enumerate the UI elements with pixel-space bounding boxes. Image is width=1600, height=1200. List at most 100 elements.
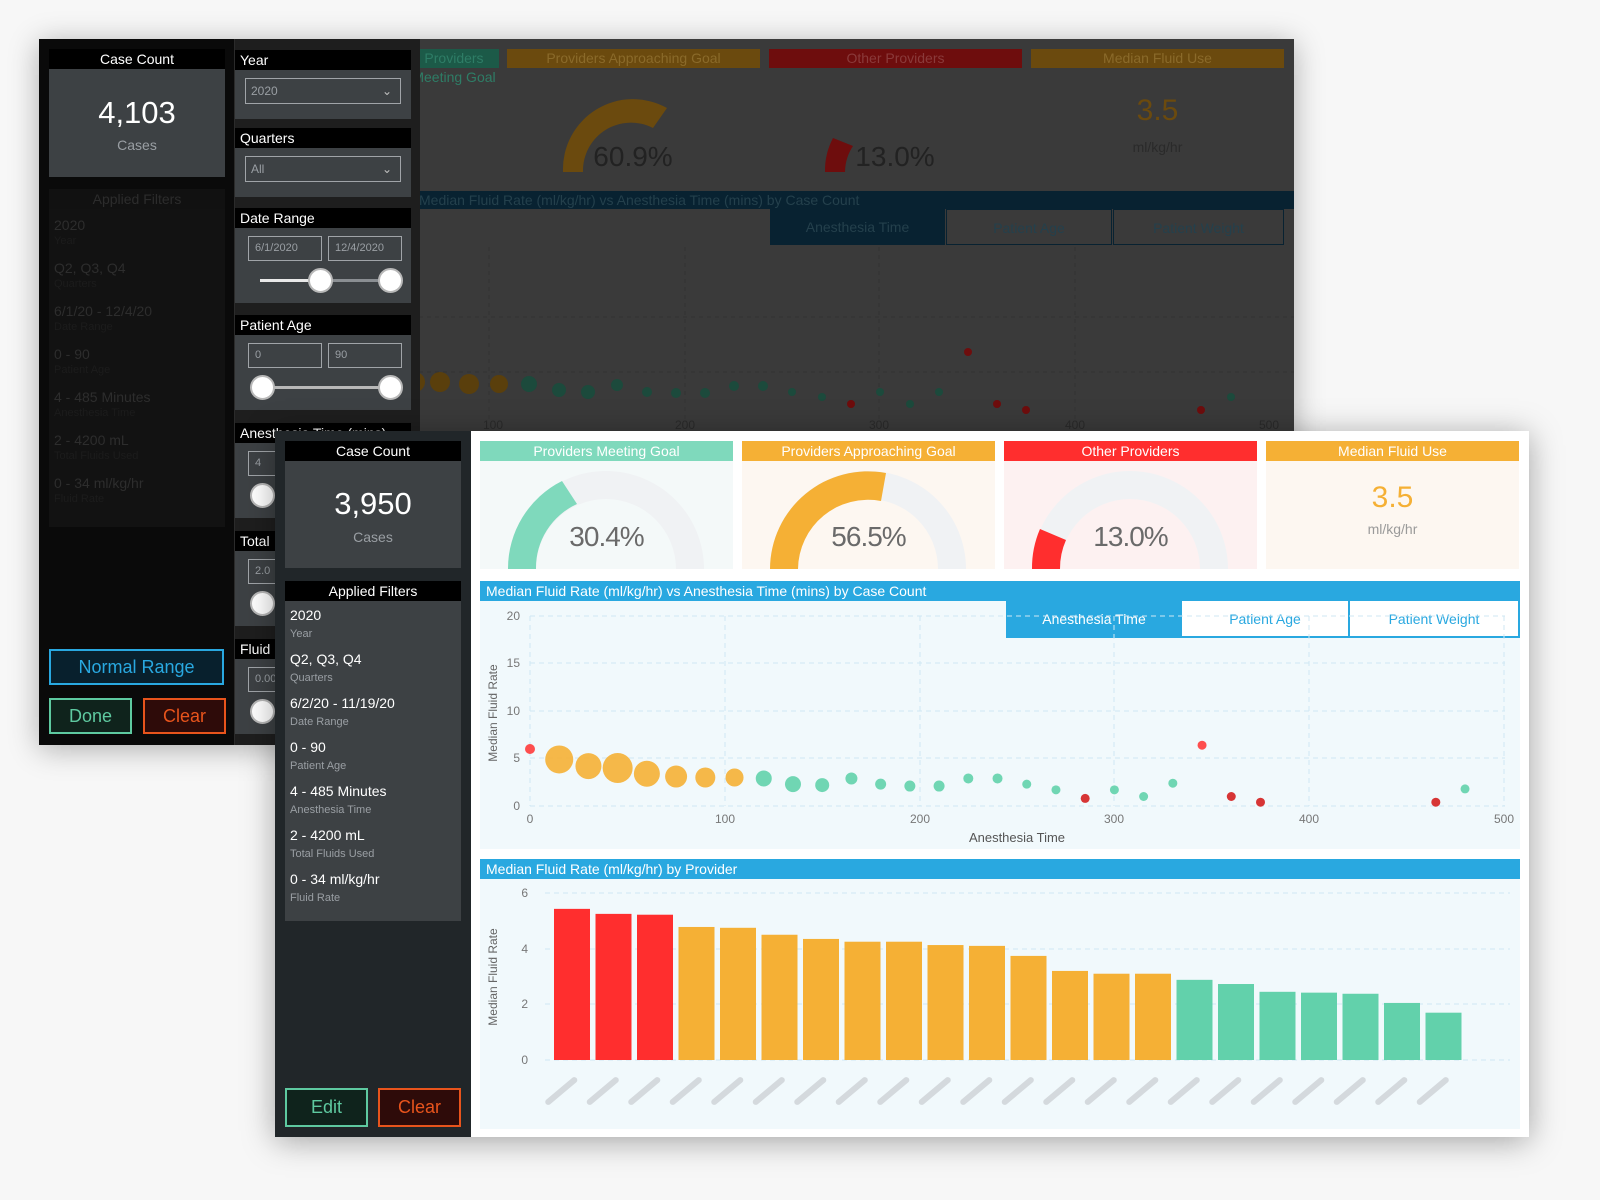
scatter-point[interactable] [575, 753, 602, 780]
total-fluids-slider-min-handle[interactable] [250, 591, 275, 616]
bar[interactable] [1259, 991, 1296, 1060]
scatter-point[interactable] [665, 765, 688, 788]
back-filter-label: Date Range [54, 321, 113, 333]
back-left-column: Case Count 4,103 Cases Applied Filters 2… [39, 39, 234, 745]
scatter-point[interactable] [1256, 797, 1265, 807]
bar[interactable] [969, 945, 1005, 1060]
gauge-approaching-goal [770, 471, 966, 569]
bar[interactable] [803, 938, 839, 1060]
scatter-point[interactable] [1168, 778, 1178, 788]
scatter-point[interactable] [1226, 792, 1236, 801]
scatter-point[interactable] [1431, 797, 1441, 807]
blurred-provider-label [960, 1077, 993, 1105]
scatter-point[interactable] [1139, 792, 1149, 801]
scatter-x-ticks: 0 100 200 300 400 500 [527, 812, 1515, 826]
scatter-point[interactable] [815, 778, 830, 793]
scatter-point[interactable] [695, 767, 716, 788]
year-dropdown[interactable]: 2020 ⌄ [245, 78, 401, 104]
svg-text:0: 0 [513, 799, 520, 813]
bar[interactable] [678, 926, 715, 1060]
scatter-point[interactable] [933, 780, 945, 792]
bar[interactable] [595, 913, 632, 1060]
scatter-point[interactable] [1109, 785, 1119, 795]
scatter-point[interactable] [963, 773, 974, 784]
bar[interactable] [844, 941, 881, 1060]
bar[interactable] [1301, 992, 1337, 1060]
scatter-point[interactable] [545, 745, 574, 774]
bar[interactable] [927, 945, 964, 1060]
back-clear-button[interactable]: Clear [143, 698, 226, 734]
back-filter-label: Fluid Rate [54, 493, 105, 505]
filter-value-date-range: 6/2/20 - 11/19/20 [290, 695, 395, 711]
kpi-title: Providers Meeting Goal [480, 441, 733, 461]
bar[interactable] [1218, 984, 1254, 1060]
applied-filters-list: 2020 Year Q2, Q3, Q4 Quarters 6/2/20 - 1… [285, 601, 461, 921]
scatter-point[interactable] [755, 770, 772, 787]
back-filter-value: 0 - 90 [54, 346, 90, 362]
bar[interactable] [1052, 970, 1088, 1060]
bar[interactable] [886, 941, 922, 1060]
back-tab-age: Patient Age [946, 209, 1112, 245]
kpi-value: 13.0% [1093, 521, 1168, 552]
scatter-point[interactable] [525, 744, 535, 754]
blurred-provider-label [1416, 1077, 1449, 1105]
scatter-chart-panel: Median Fluid Rate (ml/kg/hr) vs Anesthes… [480, 581, 1520, 849]
blurred-provider-label [1084, 1077, 1117, 1105]
age-slider-track[interactable] [260, 386, 390, 389]
filter-label-total-fluids: Total Fluids Used [290, 848, 375, 860]
bar[interactable] [1176, 979, 1213, 1060]
scatter-point[interactable] [904, 780, 916, 792]
bar[interactable] [637, 914, 673, 1060]
scatter-point[interactable] [845, 772, 858, 785]
fluid-rate-slider-min-handle[interactable] [250, 699, 275, 724]
normal-range-button[interactable]: Normal Range [49, 649, 224, 685]
bar[interactable] [1135, 973, 1171, 1060]
age-slider-min-handle[interactable] [250, 375, 275, 400]
date-slider-min-handle[interactable] [308, 268, 333, 293]
scatter-plot: 20 15 10 5 0 0 100 200 300 400 500 Anesthesia Tim… [486, 609, 1515, 845]
bar-chart-title: Median Fluid Rate (ml/kg/hr) by Provider [480, 859, 1520, 879]
bar[interactable] [1093, 973, 1130, 1060]
clear-button[interactable]: Clear [378, 1088, 461, 1127]
svg-text:400: 400 [1299, 812, 1319, 826]
bar-y-axis-label: Median Fluid Rate [486, 928, 500, 1026]
svg-text:60.9%: 60.9% [593, 141, 672, 172]
anesthesia-slider-min-handle[interactable] [250, 483, 275, 508]
back-filter-value: 6/1/20 - 12/4/20 [54, 303, 153, 319]
date-slider-max-handle[interactable] [378, 268, 403, 293]
bar[interactable] [554, 908, 590, 1060]
scatter-point[interactable] [1022, 779, 1032, 789]
done-button[interactable]: Done [49, 698, 132, 734]
tab-patient-weight[interactable]: Patient Weight [1350, 601, 1520, 638]
scatter-point[interactable] [1051, 785, 1061, 795]
bar[interactable] [1342, 993, 1379, 1060]
tab-patient-age[interactable]: Patient Age [1182, 601, 1350, 638]
date-from-input[interactable]: 6/1/2020 [248, 236, 322, 261]
scatter-point[interactable] [633, 760, 660, 787]
scatter-point[interactable] [875, 778, 887, 790]
scatter-point[interactable] [1080, 793, 1090, 803]
bar[interactable] [1010, 955, 1047, 1060]
age-from-input[interactable]: 0 [248, 343, 322, 368]
back-filter-label: Total Fluids Used [54, 450, 139, 462]
age-to-input[interactable]: 90 [328, 343, 402, 368]
scatter-point[interactable] [784, 776, 801, 793]
bar[interactable] [1384, 1002, 1420, 1060]
filter-label-date-range: Date Range [290, 716, 349, 728]
kpi-value: 56.5% [831, 521, 906, 552]
edit-button[interactable]: Edit [285, 1088, 368, 1127]
scatter-point[interactable] [1460, 784, 1470, 794]
bar[interactable] [761, 934, 798, 1060]
blurred-provider-label [1167, 1077, 1200, 1105]
date-to-input[interactable]: 12/4/2020 [328, 236, 402, 261]
scatter-point[interactable] [725, 768, 744, 787]
age-slider-max-handle[interactable] [378, 375, 403, 400]
scatter-point[interactable] [602, 753, 633, 783]
scatter-point[interactable] [992, 773, 1003, 784]
scatter-point[interactable] [1197, 740, 1207, 750]
bar[interactable] [720, 927, 756, 1060]
svg-text:13.0%: 13.0% [855, 141, 934, 172]
quarters-dropdown[interactable]: All ⌄ [245, 156, 401, 182]
bar[interactable] [1425, 1012, 1462, 1060]
tab-anesthesia-time[interactable]: Anesthesia Time [1006, 601, 1182, 638]
